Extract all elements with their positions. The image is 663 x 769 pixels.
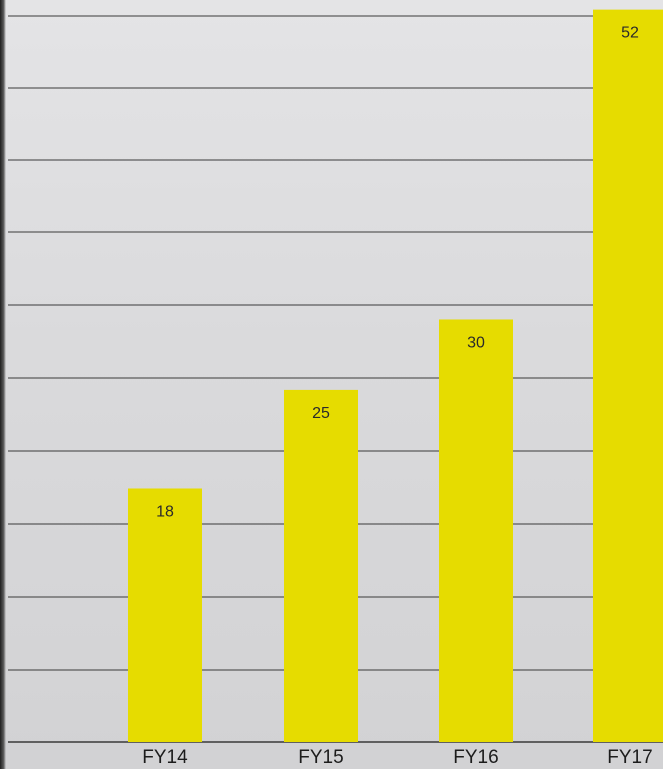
bar-value-labels: 18 25 30 52 [156, 25, 639, 521]
bar-fy15 [284, 389, 358, 742]
x-tick-label: FY15 [298, 747, 343, 768]
x-axis-tick-labels: FY14 FY15 FY16 FY17 [142, 747, 652, 768]
bar-fy17 [593, 9, 663, 742]
x-tick-label: FY14 [142, 747, 188, 768]
x-tick-label: FY16 [453, 747, 498, 768]
x-tick-label: FY17 [607, 747, 652, 768]
page-edge-shadow [0, 0, 6, 769]
bar-value-label: 25 [312, 405, 330, 422]
bar-value-label: 30 [467, 334, 485, 351]
bars [128, 9, 663, 742]
bar-value-label: 52 [621, 25, 639, 42]
bar-fy14 [128, 488, 202, 742]
bar-fy16 [439, 319, 513, 742]
bar-value-label: 18 [156, 503, 174, 520]
